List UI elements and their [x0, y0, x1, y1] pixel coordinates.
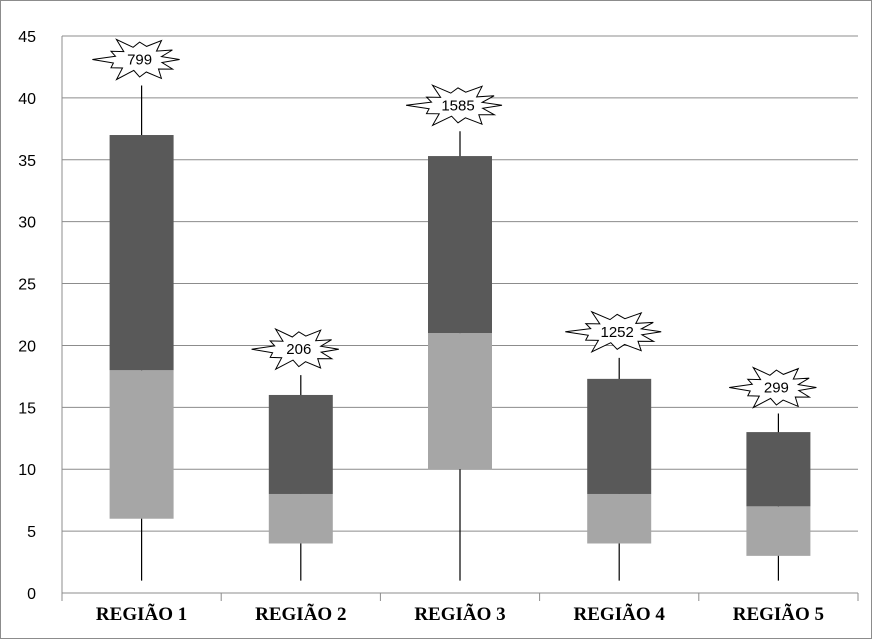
outlier-label: 1252	[601, 324, 634, 341]
x-category-label: REGIÃO 2	[255, 603, 346, 625]
lower-box-segment	[268, 493, 333, 544]
upper-box-segment	[109, 135, 174, 371]
outlier-starburst-icon	[729, 366, 817, 409]
outlier-starburst-icon	[251, 327, 339, 371]
x-category-label: REGIÃO 3	[414, 603, 505, 625]
y-tick-label: 15	[18, 400, 36, 417]
outlier-label: 799	[127, 52, 152, 69]
upper-box-segment	[268, 394, 333, 494]
outlier-starburst-icon	[565, 310, 662, 353]
y-tick-label: 45	[18, 29, 36, 46]
y-tick-label: 40	[18, 91, 36, 108]
upper-box-segment	[587, 378, 652, 494]
outlier-label: 206	[286, 341, 311, 358]
x-category-label: REGIÃO 4	[574, 603, 666, 625]
y-tick-label: 35	[18, 153, 36, 170]
outlier-starburst-icon	[406, 84, 503, 127]
x-category-label: REGIÃO 1	[96, 603, 187, 625]
y-tick-label: 5	[27, 524, 36, 541]
lower-box-segment	[428, 333, 492, 470]
lower-box-segment	[109, 370, 174, 519]
y-tick-label: 0	[27, 586, 36, 603]
upper-box-segment	[428, 156, 492, 334]
y-tick-label: 30	[18, 215, 36, 232]
outlier-starburst-icon	[92, 38, 180, 81]
upper-box-segment	[746, 432, 811, 507]
lower-box-segment	[746, 506, 811, 556]
x-category-label: REGIÃO 5	[733, 603, 824, 625]
y-tick-label: 10	[18, 462, 36, 479]
y-tick-label: 25	[18, 277, 36, 294]
outlier-label: 299	[764, 380, 789, 397]
outlier-label: 1585	[441, 97, 474, 114]
y-tick-label: 20	[18, 338, 36, 355]
lower-box-segment	[587, 493, 652, 544]
